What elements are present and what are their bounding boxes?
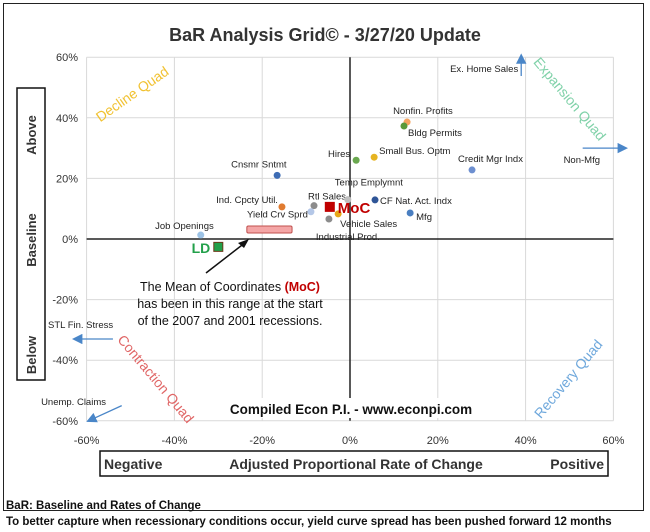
data-label: Rtl Sales bbox=[308, 192, 346, 203]
data-label: Vehicle Sales bbox=[340, 219, 397, 230]
credit-text: Compiled Econ P.I. - www.econpi.com bbox=[230, 402, 472, 417]
credit-background bbox=[224, 398, 478, 418]
x-axis-label-right: Positive bbox=[550, 456, 604, 472]
ld-label: LD bbox=[192, 240, 211, 256]
quadrant-label-bottom-left: Contraction Quad bbox=[114, 332, 197, 426]
x-tick-label: -40% bbox=[162, 435, 188, 447]
x-tick-label: 60% bbox=[602, 435, 624, 447]
data-label: Yield Crv Sprd bbox=[247, 210, 308, 221]
data-point bbox=[406, 209, 414, 217]
data-label: Nonfin. Profits bbox=[393, 106, 453, 117]
x-axis-label-box bbox=[99, 450, 609, 477]
offscale-label: Ex. Home Sales bbox=[450, 64, 518, 75]
y-axis-label-box bbox=[16, 87, 46, 381]
data-label: Temp Emplymnt bbox=[335, 178, 403, 189]
data-point bbox=[400, 122, 408, 130]
x-tick-label: 20% bbox=[427, 435, 449, 447]
y-tick-label: 40% bbox=[56, 113, 78, 125]
data-point bbox=[468, 166, 476, 174]
data-point bbox=[273, 171, 281, 179]
data-label: Ind. Cpcty Util. bbox=[216, 195, 278, 206]
data-point bbox=[197, 231, 205, 239]
x-tick-label: -60% bbox=[74, 435, 100, 447]
x-tick-label: 40% bbox=[515, 435, 537, 447]
data-point bbox=[310, 202, 318, 210]
data-point bbox=[325, 215, 333, 223]
quadrant-label-bottom-right: Recovery Quad bbox=[531, 336, 606, 421]
footer-line-1: BaR: Baseline and Rates of Change bbox=[6, 500, 201, 512]
footer-line-2: To better capture when recessionary cond… bbox=[6, 516, 612, 528]
x-tick-label: -20% bbox=[249, 435, 275, 447]
ld-marker bbox=[213, 241, 224, 252]
data-label: Credit Mgr Indx bbox=[458, 154, 523, 165]
moc-marker bbox=[324, 201, 335, 212]
recession-range-box bbox=[246, 225, 293, 234]
annotation-arrow-head bbox=[238, 239, 249, 248]
data-point bbox=[352, 156, 360, 164]
data-label: Industrial Prod. bbox=[316, 232, 380, 243]
chart-title: BaR Analysis Grid© - 3/27/20 Update bbox=[169, 25, 481, 45]
y-axis-label-top: Above bbox=[24, 115, 39, 155]
offscale-label: Non-Mfg bbox=[564, 155, 600, 166]
data-point bbox=[278, 203, 286, 211]
chart-frame bbox=[3, 3, 644, 511]
offscale-arrow-down-left bbox=[86, 405, 122, 423]
annotation-moc: (MoC) bbox=[285, 280, 320, 294]
annotation-line-2: has been in this range at the start bbox=[137, 297, 323, 311]
y-tick-label: -20% bbox=[52, 295, 78, 307]
y-tick-label: -60% bbox=[52, 416, 78, 428]
annotation-arrow-line bbox=[205, 241, 247, 274]
y-tick-label: 0% bbox=[62, 234, 78, 246]
quadrant-label-top-right: Expansion Quad bbox=[530, 54, 609, 144]
data-point bbox=[371, 196, 379, 204]
y-axis-label-bottom: Below bbox=[24, 335, 39, 374]
data-point bbox=[334, 210, 342, 218]
annotation-line-1: The Mean of Coordinates (MoC) bbox=[140, 280, 320, 294]
quadrant-label-top-left: Decline Quad bbox=[93, 63, 172, 125]
x-axis-label-left: Negative bbox=[104, 456, 163, 472]
moc-label: MoC bbox=[338, 200, 371, 217]
y-tick-label: -40% bbox=[52, 355, 78, 367]
data-label: Job Openings bbox=[155, 221, 214, 232]
data-label: Cnsmr Sntmt bbox=[231, 159, 287, 170]
offscale-label: Unemp. Claims bbox=[41, 397, 106, 408]
data-point bbox=[344, 196, 352, 204]
x-axis-label-center: Adjusted Proportional Rate of Change bbox=[229, 456, 483, 472]
data-label: Small Bus. Optm bbox=[379, 146, 450, 157]
data-label: CF Nat. Act. Indx bbox=[380, 196, 452, 207]
y-tick-label: 60% bbox=[56, 52, 78, 64]
annotation-text: The Mean of Coordinates bbox=[140, 280, 285, 294]
data-point bbox=[370, 153, 378, 161]
data-label: Mfg bbox=[416, 212, 432, 223]
data-label: Bldg Permits bbox=[408, 128, 462, 139]
annotation-line-3: of the 2007 and 2001 recessions. bbox=[138, 314, 323, 328]
offscale-label: STL Fin. Stress bbox=[48, 320, 113, 331]
data-label: Hires bbox=[328, 149, 350, 160]
y-axis-label-middle: Baseline bbox=[24, 213, 39, 266]
data-point bbox=[307, 208, 315, 216]
y-tick-label: 20% bbox=[56, 173, 78, 185]
x-tick-label: 0% bbox=[342, 435, 358, 447]
